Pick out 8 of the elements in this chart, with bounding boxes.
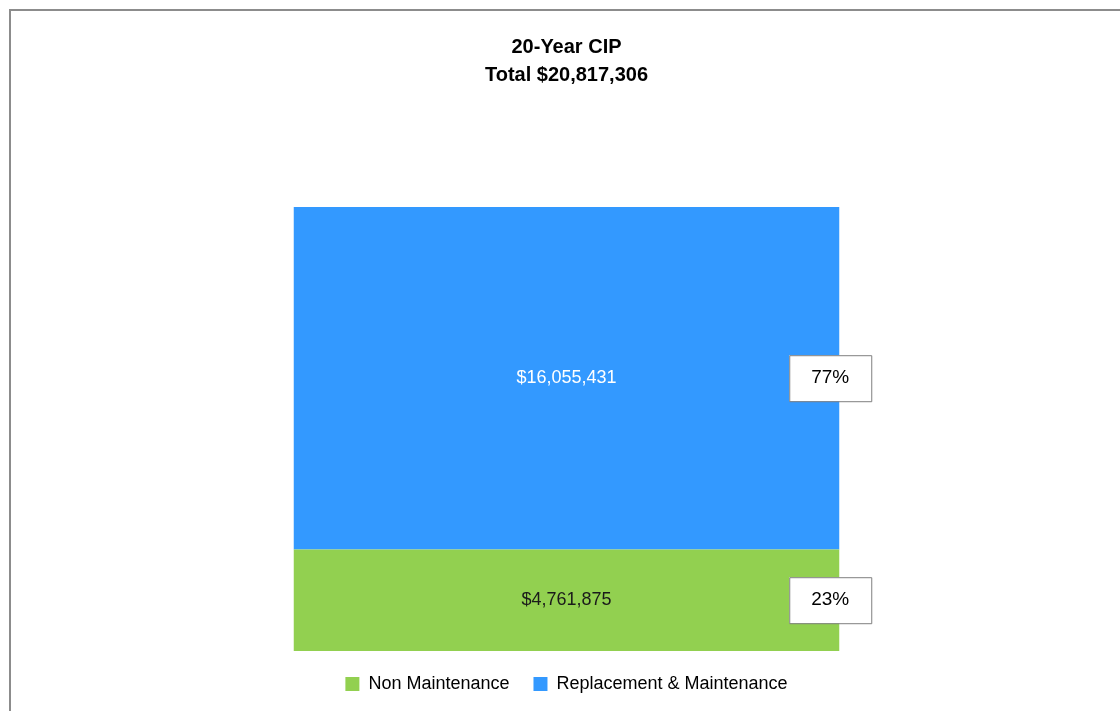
- data-label: $4,761,875: [521, 589, 612, 610]
- annotation: 23%: [811, 588, 850, 610]
- chart-subtitle: Total $20,817,306: [484, 62, 649, 85]
- data-label: $16,055,431: [516, 367, 617, 388]
- annotation: 77%: [811, 366, 850, 388]
- legend-label: Replacement & Maintenance: [556, 672, 788, 693]
- legend-label: Non Maintenance: [368, 672, 510, 693]
- chart-title: 20-Year CIP: [511, 34, 622, 57]
